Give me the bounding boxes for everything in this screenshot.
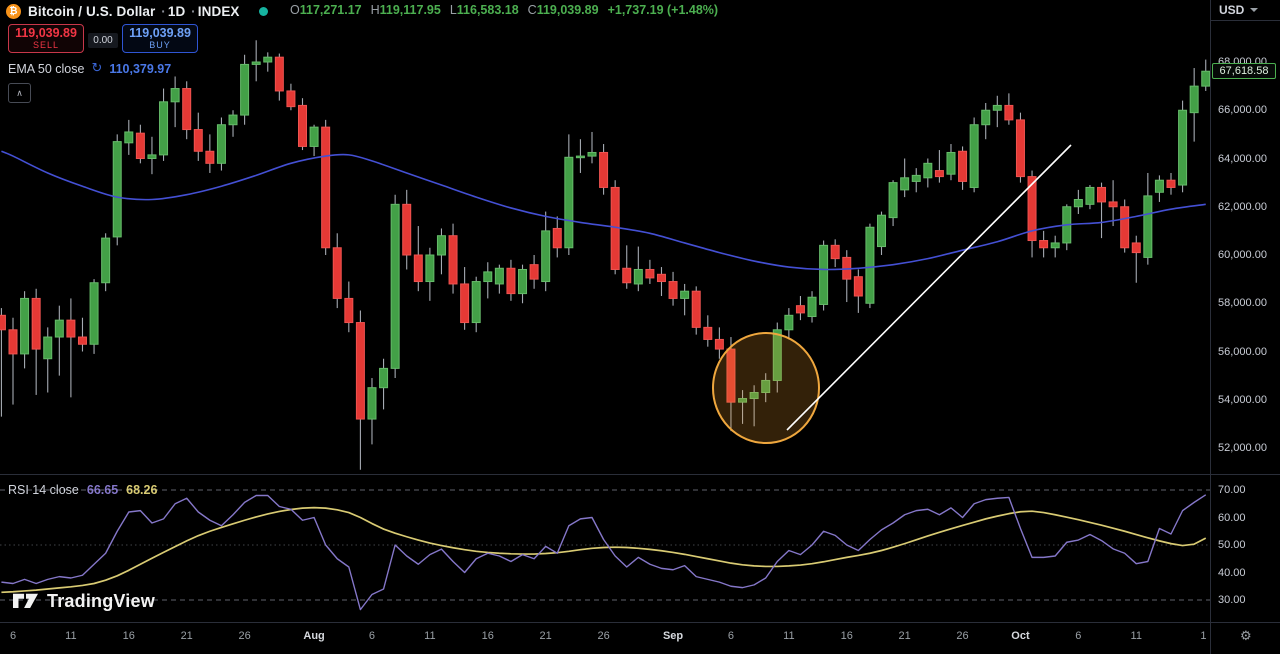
sell-button[interactable]: 119,039.89 SELL bbox=[8, 24, 84, 53]
buy-label: BUY bbox=[149, 40, 171, 50]
symbol-name: Bitcoin / U.S. Dollar bbox=[28, 3, 156, 19]
low-key: L bbox=[449, 3, 457, 17]
time-tick-label: 11 bbox=[424, 630, 436, 642]
bitcoin-icon: ₿ bbox=[6, 3, 21, 19]
candles-layer bbox=[0, 40, 1210, 470]
currency-dropdown[interactable]: USD bbox=[1210, 0, 1280, 21]
main-pane bbox=[0, 40, 1210, 470]
time-tick-label: 26 bbox=[238, 630, 251, 642]
tradingview-logo-icon bbox=[13, 593, 38, 608]
time-tick-label: 6 bbox=[727, 630, 735, 642]
separator: · bbox=[191, 3, 196, 19]
time-tick-label: 11 bbox=[1130, 630, 1142, 642]
high-value: 119,117.95 bbox=[379, 3, 441, 17]
price-axis-border bbox=[1210, 0, 1211, 654]
time-tick-label: 11 bbox=[783, 630, 795, 642]
time-tick-label: Aug bbox=[303, 630, 325, 642]
price-tick-label: 58,000.00 bbox=[1218, 297, 1267, 310]
rsi-tick-label: 70.00 bbox=[1218, 484, 1246, 496]
time-tick-label: 11 bbox=[65, 630, 77, 642]
low-value: 116,583.18 bbox=[456, 3, 519, 17]
time-tick-label: Oct bbox=[1011, 630, 1030, 642]
time-tick-label: 26 bbox=[597, 630, 610, 642]
interval-label: 1D bbox=[167, 3, 186, 19]
rsi-tick-label: 30.00 bbox=[1218, 594, 1246, 606]
rsi-tick-label: 60.00 bbox=[1218, 511, 1246, 524]
price-tick-label: 54,000.00 bbox=[1218, 393, 1267, 406]
close-value: 119,039.89 bbox=[536, 3, 599, 17]
market-label: INDEX bbox=[197, 3, 240, 19]
buy-price: 119,039.89 bbox=[129, 26, 191, 40]
time-tick-label: 6 bbox=[1075, 630, 1082, 642]
ema-value: 110,379.97 bbox=[109, 61, 172, 76]
pane-separator[interactable] bbox=[0, 474, 1280, 475]
chevron-down-icon bbox=[1250, 8, 1259, 12]
buy-button[interactable]: 119,039.89 BUY bbox=[122, 24, 198, 53]
time-tick-label: 26 bbox=[956, 630, 969, 642]
last-price-badge: 67,618.58 bbox=[1212, 63, 1276, 80]
time-tick-label: 6 bbox=[368, 630, 376, 642]
rsi-pane bbox=[0, 489, 1210, 611]
price-tick-label: 56,000.00 bbox=[1218, 345, 1267, 358]
symbol-title[interactable]: Bitcoin / U.S. Dollar · 1D · INDEX bbox=[28, 4, 240, 19]
price-tick-label: 64,000.00 bbox=[1218, 152, 1267, 165]
ema-indicator-legend[interactable]: EMA 50 close ↻ 110,379.97 bbox=[8, 61, 171, 76]
ema-line bbox=[1, 150, 1206, 271]
time-tick-label: 16 bbox=[122, 630, 135, 642]
high-key: H bbox=[370, 3, 380, 17]
sell-label: SELL bbox=[32, 40, 60, 50]
price-tick-label: 60,000.00 bbox=[1218, 249, 1267, 261]
rsi-indicator-legend[interactable]: RSI 14 close 66.65 68.26 bbox=[8, 483, 157, 497]
price-tick-label: 62,000.00 bbox=[1218, 200, 1267, 213]
tradingview-watermark: TradingView bbox=[12, 589, 155, 614]
rsi-value: 66.65 bbox=[86, 483, 119, 497]
ohlc-readout: O117,271.17 H119,117.95 L116,583.18 C119… bbox=[290, 3, 718, 17]
spread-value: 0.00 bbox=[84, 30, 122, 48]
ema-label: EMA 50 close bbox=[8, 61, 85, 76]
trendline-annotation bbox=[786, 144, 1072, 431]
collapse-button[interactable]: ∧ bbox=[8, 83, 31, 103]
circle-annotation bbox=[712, 332, 820, 444]
price-tick-label: 52,000.00 bbox=[1218, 442, 1267, 454]
time-axis-separator bbox=[0, 622, 1280, 623]
time-tick-label: 16 bbox=[840, 630, 853, 642]
gear-icon[interactable]: ⚙ bbox=[1240, 629, 1252, 644]
open-value: 117,271.17 bbox=[299, 3, 362, 17]
market-status-dot bbox=[258, 6, 268, 16]
price-tick-label: 66,000.00 bbox=[1218, 104, 1267, 117]
chevron-up-icon: ∧ bbox=[16, 88, 23, 98]
separator: · bbox=[161, 3, 166, 19]
sell-price: 119,039.89 bbox=[15, 26, 77, 40]
time-tick-label: 21 bbox=[539, 630, 552, 642]
close-key: C bbox=[527, 3, 537, 17]
currency-label: USD bbox=[1219, 3, 1245, 17]
watermark-text: TradingView bbox=[47, 591, 155, 611]
rsi-tick-label: 50.00 bbox=[1218, 539, 1246, 551]
open-key: O bbox=[290, 3, 300, 17]
change-value: +1,737.19 (+1.48%) bbox=[607, 3, 719, 17]
rsi-tick-label: 40.00 bbox=[1218, 566, 1246, 579]
rsi-ma-value: 68.26 bbox=[126, 483, 158, 497]
time-tick-label: Sep bbox=[662, 630, 684, 642]
rsi-label: RSI 14 close bbox=[8, 483, 79, 497]
refresh-icon: ↻ bbox=[91, 61, 103, 76]
time-tick-label: 6 bbox=[9, 630, 17, 642]
time-tick-label: 21 bbox=[180, 630, 193, 642]
rsi-ma-line bbox=[1, 506, 1207, 594]
time-tick-label: 1 bbox=[1200, 630, 1207, 642]
time-tick-label: 16 bbox=[481, 630, 494, 642]
rsi-line bbox=[1, 494, 1207, 611]
time-tick-label: 21 bbox=[898, 630, 911, 642]
